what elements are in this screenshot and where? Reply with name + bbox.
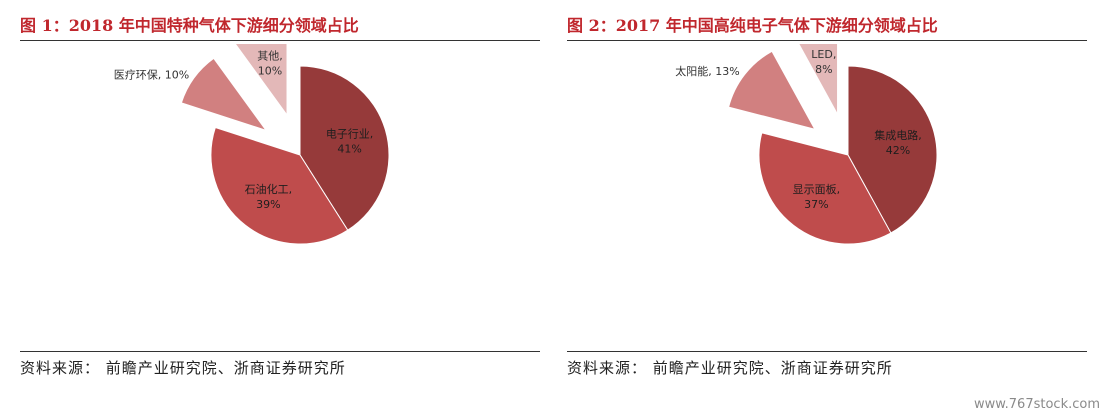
pie-slice-1 (847, 65, 938, 234)
figure-1-top-rule (20, 40, 540, 41)
slice-2-value: 37% (804, 198, 828, 211)
slice-4-value: 10% (258, 65, 282, 78)
slice-1-value: 41% (337, 143, 361, 156)
figure-1-panel: 图 1：2018 年中国特种气体下游细分领域占比 电子行业, 41% 石油化工, 39… (20, 0, 540, 385)
figure-2-pie-chart: 集成电路, 42% 显示面板, 37% 太阳能, 13% LED, 8% (675, 44, 938, 245)
pie-slice-4 (798, 44, 839, 115)
figure-1-title: 图 1：2018 年中国特种气体下游细分领域占比 (20, 16, 359, 35)
slice-3-label: 医疗环保, 10% (114, 67, 189, 81)
slice-3-label: 太阳能, 13% (675, 64, 739, 78)
figure-2-top-rule (567, 40, 1087, 41)
figure-1-source-note: 资料来源： 前瞻产业研究院、浙商证券研究所 (20, 359, 346, 377)
figure-1-bottom-rule (20, 351, 540, 352)
pie-slice-1 (299, 65, 390, 231)
pie-slice-4 (234, 44, 288, 117)
slice-4-value: 8% (815, 63, 832, 76)
figure-2-panel: 图 2：2017 年中国高纯电子气体下游细分领域占比 集成电路, 42% 显示面板,… (567, 0, 1087, 385)
site-watermark: www.767stock.com (973, 397, 1100, 412)
pie-slice-2 (210, 126, 349, 245)
slice-4-label: LED, (811, 48, 836, 61)
slice-2-label: 显示面板, (793, 182, 841, 196)
slice-2-value: 39% (256, 198, 280, 211)
figure-2-title: 图 2：2017 年中国高纯电子气体下游细分领域占比 (567, 16, 938, 35)
slice-1-value: 42% (886, 144, 910, 157)
figure-1-pie-chart: 电子行业, 41% 石油化工, 39% 医疗环保, 10% 其他, 10% (114, 44, 390, 245)
slice-1-label: 集成电路, (874, 128, 922, 142)
pie-slice-3 (728, 50, 816, 131)
pie-slice-3 (180, 57, 268, 132)
slice-1-label: 电子行业, (326, 128, 374, 141)
pie-slice-2 (758, 132, 892, 245)
slice-4-label: 其他, (257, 50, 283, 63)
slice-2-label: 石油化工, (245, 182, 293, 196)
figure-2-source-note: 资料来源： 前瞻产业研究院、浙商证券研究所 (567, 359, 893, 377)
figure-2-bottom-rule (567, 351, 1087, 352)
